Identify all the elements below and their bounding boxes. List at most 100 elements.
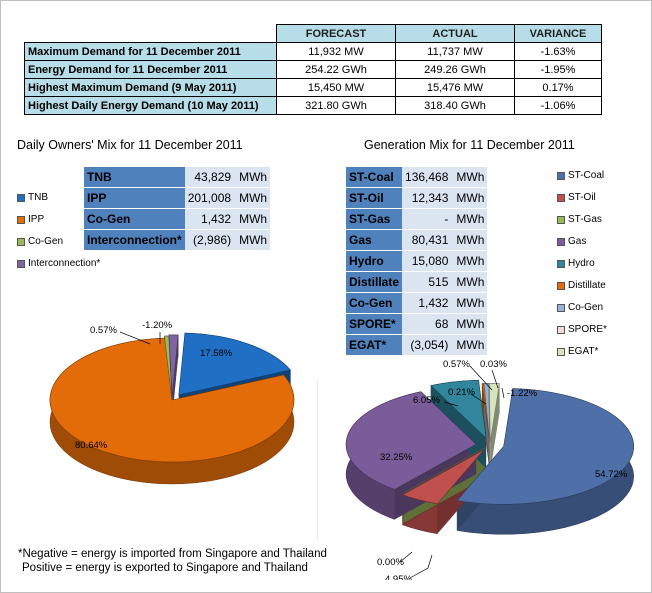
- pie-data-label: 80.64%: [75, 440, 108, 451]
- legend-swatch: [557, 171, 565, 180]
- pie-slice-tnb: [178, 332, 291, 396]
- mix-unit-cell: MWh: [234, 167, 271, 188]
- actual-cell: 318.40 GWh: [395, 96, 515, 115]
- pie-slice-gas: [345, 391, 477, 490]
- table-row: EGAT* (3,054) MWh: [346, 334, 488, 356]
- pie-data-label: 0.21%: [448, 387, 475, 398]
- mix-unit-cell: MWh: [451, 229, 488, 251]
- table-row: TNB 43,829 MWh: [84, 167, 271, 188]
- mix-name-cell: Interconnection*: [84, 229, 185, 251]
- summary-header-forecast: FORECAST: [276, 24, 396, 43]
- pie-leader-line: [469, 365, 493, 391]
- pie-data-label: 54.72%: [595, 469, 628, 480]
- legend-label: Hydro: [568, 258, 595, 269]
- mix-value-cell: (2,986): [184, 229, 235, 251]
- pie-leader-line: [399, 551, 413, 563]
- row-label: Maximum Demand for 11 December 2011: [24, 42, 277, 61]
- table-row: ST-Gas - MWh: [346, 208, 488, 230]
- table-row: Gas 80,431 MWh: [346, 229, 488, 251]
- variance-cell: -1.63%: [514, 42, 602, 61]
- table-row: Hydro 15,080 MWh: [346, 250, 488, 272]
- mix-value-cell: 1,432: [402, 292, 452, 314]
- mix-name-cell: SPORE*: [346, 313, 403, 335]
- generation-mix-table: ST-Coal 136,468 MWh ST-Oil 12,343 MWh ST-Gas - M…: [346, 167, 488, 356]
- pie-data-label: 0.57%: [90, 325, 117, 336]
- table-row: Distillate 515 MWh: [346, 271, 488, 293]
- pie-data-label: 0.03%: [480, 359, 507, 370]
- footnote-line-2: Positive = energy is exported to Singapo…: [22, 562, 308, 574]
- pie-data-label: -1.20%: [142, 320, 173, 331]
- mix-name-cell: ST-Coal: [346, 167, 403, 188]
- mix-name-cell: Gas: [346, 229, 403, 251]
- mix-value-cell: 515: [402, 271, 452, 293]
- legend-swatch: [17, 215, 25, 224]
- mix-unit-cell: MWh: [451, 167, 488, 188]
- legend-label: Distillate: [568, 280, 606, 291]
- pie-slice-st-coal: [456, 388, 634, 505]
- pie-leader-line: [409, 554, 433, 579]
- row-label: Highest Daily Energy Demand (10 May 2011…: [24, 96, 277, 115]
- table-row: SPORE* 68 MWh: [346, 313, 488, 335]
- table-row: Energy Demand for 11 December 2011 254.2…: [24, 60, 602, 79]
- mix-value-cell: 80,431: [402, 229, 452, 251]
- table-row: ST-Oil 12,343 MWh: [346, 187, 488, 209]
- mix-unit-cell: MWh: [451, 313, 488, 335]
- summary-header-blank: [24, 24, 277, 43]
- mix-value-cell: 201,008: [184, 187, 235, 209]
- legend-swatch: [557, 259, 565, 268]
- pie-leader-line: [491, 369, 499, 389]
- legend-item: Co-Gen: [17, 236, 100, 247]
- mix-name-cell: ST-Oil: [346, 187, 403, 209]
- mix-unit-cell: MWh: [451, 250, 488, 272]
- legend-label: IPP: [28, 214, 45, 225]
- legend-item: SPORE*: [557, 324, 607, 335]
- forecast-cell: 254.22 GWh: [276, 60, 396, 79]
- owners-mix-table: TNB 43,829 MWh IPP 201,008 MWh Co-Gen 1,432 MWh I…: [84, 167, 271, 251]
- forecast-cell: 321.80 GWh: [276, 96, 396, 115]
- table-row: Interconnection* (2,986) MWh: [84, 229, 271, 251]
- mix-name-cell: Co-Gen: [346, 292, 403, 314]
- mix-value-cell: 68: [402, 313, 452, 335]
- generation-legend: ST-Coal ST-Oil ST-Gas Gas Hydro Distillate Co-…: [557, 170, 607, 368]
- mix-unit-cell: MWh: [451, 208, 488, 230]
- pie-slice-st-gas: [403, 447, 486, 494]
- variance-cell: -1.06%: [514, 96, 602, 115]
- legend-swatch: [557, 193, 565, 202]
- legend-item: Hydro: [557, 258, 607, 269]
- mix-unit-cell: MWh: [234, 208, 271, 230]
- mix-unit-cell: MWh: [234, 229, 271, 251]
- legend-item: ST-Oil: [557, 192, 607, 203]
- forecast-cell: 11,932 MW: [276, 42, 396, 61]
- legend-swatch: [557, 237, 565, 246]
- table-row: Maximum Demand for 11 December 2011 11,9…: [24, 42, 602, 61]
- row-label: Highest Maximum Demand (9 May 2011): [24, 78, 277, 97]
- legend-label: Co-Gen: [568, 302, 604, 313]
- mix-value-cell: 1,432: [184, 208, 235, 230]
- pie-data-label: 4.95%: [385, 574, 412, 580]
- mix-value-cell: -: [402, 208, 452, 230]
- summary-header-actual: ACTUAL: [395, 24, 515, 43]
- actual-cell: 249.26 GWh: [395, 60, 515, 79]
- generation-mix-pie-chart: 54.72% 4.95% 0.00% 32.25% 6.05% 0.21% 0.57% 0.0…: [345, 359, 634, 580]
- variance-cell: -1.95%: [514, 60, 602, 79]
- legend-swatch: [557, 303, 565, 312]
- legend-item: TNB: [17, 192, 100, 203]
- legend-label: ST-Coal: [568, 170, 605, 181]
- mix-name-cell: Co-Gen: [84, 208, 185, 230]
- legend-item: Interconnection*: [17, 258, 100, 269]
- variance-cell: 0.17%: [514, 78, 602, 97]
- pie-slice-interconnection-: [168, 334, 179, 397]
- legend-item: Gas: [557, 236, 607, 247]
- mix-value-cell: 15,080: [402, 250, 452, 272]
- footnote: *Negative = energy is imported from Sing…: [18, 547, 327, 575]
- summary-header-row: FORECAST ACTUAL VARIANCE: [24, 24, 602, 43]
- pie-slice-spore-: [488, 383, 491, 442]
- pie-leader-line: [443, 401, 459, 407]
- table-row: ST-Coal 136,468 MWh: [346, 167, 488, 188]
- legend-label: EGAT*: [568, 346, 599, 357]
- mix-value-cell: 136,468: [402, 167, 452, 188]
- demand-summary-table: FORECAST ACTUAL VARIANCE Maximum Demand …: [24, 24, 602, 115]
- legend-swatch: [17, 193, 25, 202]
- owners-mix-pie-chart: 17.58% 80.64% 0.57% -1.20%: [49, 320, 295, 485]
- legend-item: ST-Gas: [557, 214, 607, 225]
